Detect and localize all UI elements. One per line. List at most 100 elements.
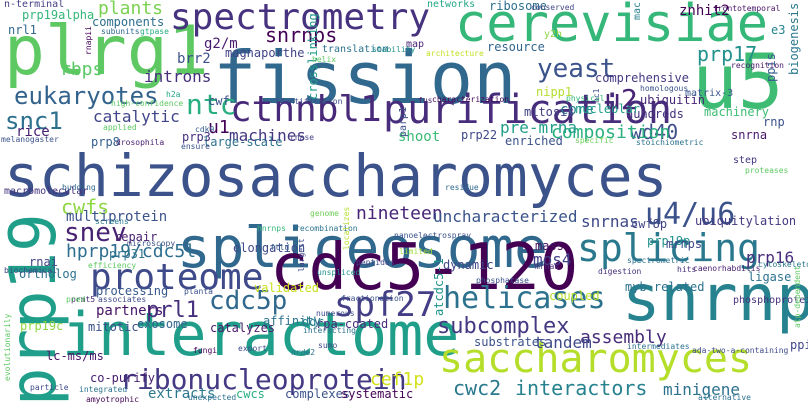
word-y2h: y2h	[544, 29, 563, 40]
word-evolutionarily: evolutionarily	[3, 313, 12, 381]
word-interactome: interactome	[62, 300, 460, 370]
word-prp31: prp31	[109, 247, 146, 261]
word-purification: purification	[383, 87, 672, 133]
word-architecture: architecture	[426, 49, 484, 58]
word-interacting: interacting	[303, 326, 356, 335]
word-digestion: digestion	[598, 267, 642, 276]
word-mrnps: mrnps	[666, 237, 703, 251]
word-unexpected: unexpected	[188, 393, 237, 402]
word-snrnp: snrnp	[622, 262, 808, 336]
word-unspliced: unspliced	[317, 268, 361, 277]
word-fus: fus	[418, 96, 433, 105]
word-hprp19-cdc5l: hprp19/cdc5l	[66, 241, 197, 262]
word-substrates: substrates	[474, 335, 547, 349]
word-spf27: spf27	[334, 285, 437, 325]
word-brr2: brr2	[177, 51, 211, 67]
word-mos4: mos4	[533, 250, 572, 269]
word-map: map	[406, 39, 425, 50]
word-associates: associates	[98, 295, 147, 304]
word-rpa-coated: rpa-coated	[316, 317, 389, 331]
word-proteome: proteome	[90, 257, 264, 298]
word-prp22: prp22	[461, 128, 498, 142]
word-prmt5: prmt5	[71, 295, 96, 304]
word-saccharomyces: saccharomyces	[439, 336, 753, 382]
word-enriched: enriched	[505, 134, 563, 148]
word-cwf: cwf	[208, 94, 230, 108]
word-rnase: rnase	[290, 133, 315, 142]
word-cwcs: cwcs	[236, 387, 265, 401]
word-ubiquitin: ubiquitin	[640, 93, 706, 107]
word-ubiquitylation: ubiquitylation	[695, 214, 797, 228]
word-ftld: ftld	[270, 243, 290, 252]
word-repair: repair	[114, 230, 158, 244]
word-ada-two-a-containing: ada-two-a-containing	[692, 346, 789, 355]
word-recombination: recombination	[295, 224, 358, 233]
word-hundreds: hundreds	[626, 107, 684, 121]
word-caenorhabditis: caenorhabditis	[693, 264, 761, 273]
word-recognition: recognition	[731, 61, 784, 70]
word-ntc: ntc	[186, 88, 237, 121]
word-helicases: helicases	[443, 281, 606, 316]
word-wd40: wd40	[630, 120, 679, 144]
word-interactors: interactors	[515, 376, 648, 400]
word-partners: partners	[96, 303, 164, 319]
word-myb-related: myb-related	[625, 280, 705, 294]
word-frontotemporal: frontotemporal	[713, 4, 781, 13]
word-screens: screens	[95, 217, 129, 226]
word-ctnnbl1: ctnnbl1	[230, 89, 382, 130]
word-snrnps: snrnps	[265, 23, 338, 47]
word-catalytic: catalytic	[93, 107, 180, 126]
word-nucleolar: nucleolar	[575, 102, 641, 116]
word-subunits: subunits	[101, 27, 140, 36]
word-prp17: prp17	[697, 42, 758, 66]
word-resource: resource	[487, 40, 545, 54]
word-schizosaccharomyces: schizosaccharomyces	[4, 142, 668, 210]
word-largest: largest	[297, 238, 306, 272]
word-numerous: numerous	[316, 309, 355, 318]
word-peptides: peptides	[356, 258, 395, 267]
word-prp19c: prp19c	[20, 319, 64, 333]
word-mitotic: mitotic	[88, 320, 139, 334]
word-prp8: prp8	[91, 135, 120, 149]
word-planta: planta	[184, 287, 213, 296]
word-cwc2: cwc2	[453, 376, 502, 400]
word-assembly: assembly	[580, 327, 667, 348]
word-u5: u5	[692, 37, 784, 126]
word-subcomplex: subcomplex	[437, 314, 570, 339]
word-ddr: ddr	[302, 315, 324, 329]
word-processing: processing	[96, 284, 169, 298]
word-g2-m: g2/m	[204, 36, 238, 52]
word-multiprotein: multiprotein	[66, 209, 168, 225]
word-e3: e3	[771, 23, 786, 37]
word-prp16: prp16	[746, 248, 795, 267]
word-snrna: snrna	[731, 128, 768, 142]
word-fungi: fungi	[193, 346, 218, 355]
word-rice: rice	[16, 124, 50, 140]
word-extracts: extracts	[148, 386, 216, 402]
word-stoichiometric: stoichiometric	[636, 138, 704, 147]
word-exosome: exosome	[137, 317, 188, 331]
word-parp1: parp1	[398, 106, 409, 137]
word-shoot: shoot	[398, 129, 441, 145]
word-spectrometry: spectrometry	[170, 0, 431, 38]
word-introns: introns	[144, 67, 212, 86]
word-ppi: ppi	[790, 338, 808, 352]
word-microscopy: microscopy	[127, 239, 176, 248]
word-homologous: homologous	[640, 84, 689, 93]
word-prp3: prp3	[182, 130, 211, 144]
word-drosophila: drosophila	[116, 138, 165, 147]
word-spectrometric: spectrometric	[627, 256, 690, 265]
word-ensure: ensure	[181, 142, 210, 151]
word-particle: particle	[30, 383, 69, 392]
word-sumo: sumo	[318, 341, 338, 350]
word-efficiency: efficiency	[88, 261, 137, 270]
word-plrg1: plrg1	[4, 12, 209, 91]
word-composition: composition	[551, 122, 671, 143]
word-melanogaster: melanogaster	[1, 135, 59, 144]
word-znhit2: znhit2	[679, 3, 730, 19]
word-nineteen: nineteen	[356, 203, 443, 224]
word-step: step	[733, 155, 758, 166]
word-cdc5p: cdc5p	[209, 286, 288, 316]
word-cwfs: cwfs	[61, 195, 110, 219]
